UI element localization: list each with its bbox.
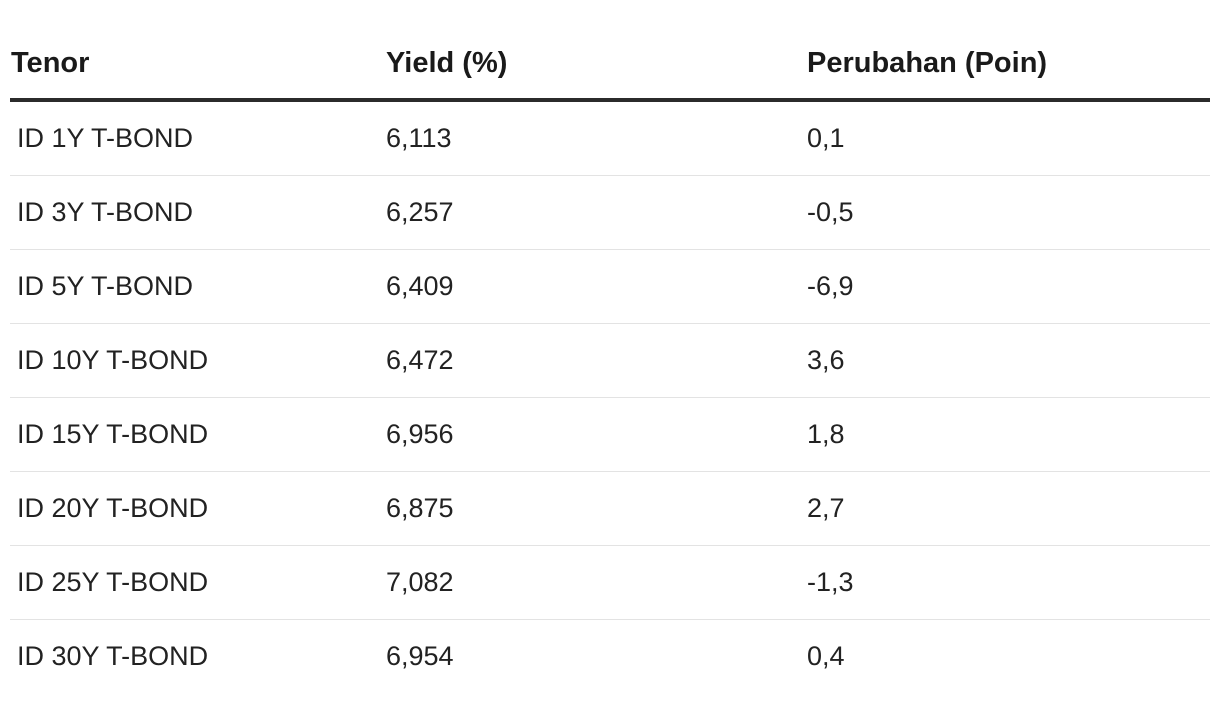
- cell-yield: 6,954: [386, 641, 454, 671]
- header-tenor: Tenor: [10, 28, 386, 102]
- cell-tenor: ID 20Y T-BOND: [10, 471, 386, 546]
- table-row: ID 25Y T-BOND 7,082 -1,3: [10, 545, 1210, 620]
- cell-tenor: ID 25Y T-BOND: [10, 545, 386, 620]
- cell-yield: 6,409: [386, 249, 807, 324]
- cell-yield: 6,875: [386, 471, 807, 546]
- cell-change: -1,3: [807, 545, 1210, 620]
- cell-tenor: ID 10Y T-BOND: [10, 323, 386, 398]
- cell-tenor: ID 30Y T-BOND: [17, 641, 209, 671]
- cell-change: 0,1: [807, 100, 1210, 176]
- header-change: Perubahan (Poin): [807, 28, 1210, 102]
- cell-tenor: ID 1Y T-BOND: [10, 100, 386, 176]
- table-row: ID 30Y T-BOND 6,954 0,4: [10, 620, 1210, 694]
- bond-yield-table-container: Tenor Yield (%) Perubahan (Poin) ID 1Y T…: [10, 28, 1210, 693]
- table-header: Tenor Yield (%) Perubahan (Poin): [10, 28, 1210, 102]
- cell-change: -0,5: [807, 175, 1210, 250]
- header-yield: Yield (%): [386, 28, 807, 102]
- cell-yield: 6,956: [386, 397, 807, 472]
- table-row: ID 3Y T-BOND 6,257 -0,5: [10, 175, 1210, 250]
- cell-yield: 7,082: [386, 545, 807, 620]
- header-row: Tenor Yield (%) Perubahan (Poin): [10, 28, 1210, 102]
- cell-tenor: ID 5Y T-BOND: [10, 249, 386, 324]
- cell-change: 3,6: [807, 323, 1210, 398]
- cell-change: 2,7: [807, 471, 1210, 546]
- bond-yield-table: Tenor Yield (%) Perubahan (Poin) ID 1Y T…: [10, 28, 1210, 693]
- cell-yield: 6,257: [386, 175, 807, 250]
- cell-yield: 6,113: [386, 100, 807, 176]
- cell-change: 0,4: [807, 641, 845, 671]
- cell-yield: 6,472: [386, 323, 807, 398]
- cell-tenor: ID 3Y T-BOND: [10, 175, 386, 250]
- table-row: ID 20Y T-BOND 6,875 2,7: [10, 471, 1210, 546]
- cell-change: 1,8: [807, 397, 1210, 472]
- table-row: ID 15Y T-BOND 6,956 1,8: [10, 397, 1210, 472]
- cell-tenor: ID 15Y T-BOND: [10, 397, 386, 472]
- table-row: ID 10Y T-BOND 6,472 3,6: [10, 323, 1210, 398]
- table-body: ID 1Y T-BOND 6,113 0,1 ID 3Y T-BOND 6,25…: [10, 100, 1210, 693]
- table-row: ID 5Y T-BOND 6,409 -6,9: [10, 249, 1210, 324]
- table-row: ID 1Y T-BOND 6,113 0,1: [10, 100, 1210, 176]
- cell-change: -6,9: [807, 249, 1210, 324]
